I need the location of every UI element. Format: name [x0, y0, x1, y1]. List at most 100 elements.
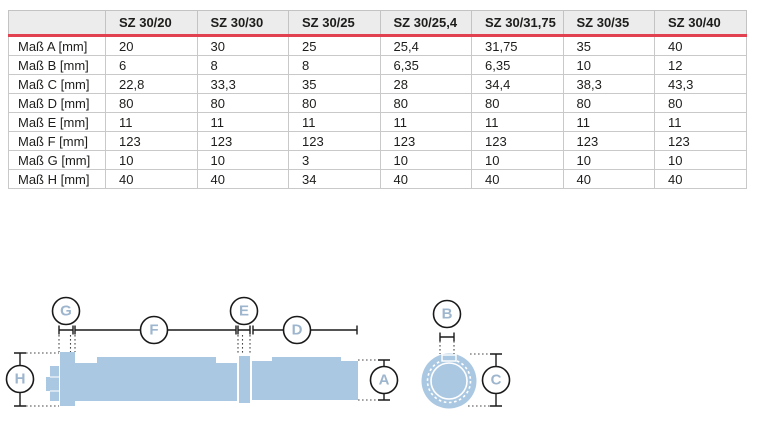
- value-cell: 123: [654, 131, 747, 151]
- dim-label-c: C: [491, 372, 502, 389]
- dim-label-f: F: [149, 322, 158, 339]
- row-label: Maß D [mm]: [8, 93, 106, 113]
- dim-label-h: H: [15, 371, 26, 388]
- value-cell: 10: [471, 150, 564, 170]
- table-row: Maß B [mm] 6 8 8 6,35 6,35 10 12: [8, 55, 747, 75]
- value-cell: 11: [471, 112, 564, 132]
- b-projection-lines: [439, 341, 455, 354]
- value-cell: 34: [288, 169, 381, 189]
- row-label: Maß B [mm]: [8, 55, 106, 75]
- left-body-shape: [75, 363, 237, 401]
- column-header: SZ 30/40: [654, 10, 747, 37]
- center-collar-shape: [239, 356, 250, 403]
- value-cell: 11: [196, 112, 289, 132]
- dim-label-a: A: [379, 372, 390, 389]
- value-cell: 20: [105, 35, 198, 56]
- row-label: Maß F [mm]: [8, 131, 106, 151]
- flange-shape: [60, 352, 75, 406]
- column-header: SZ 30/25,4: [379, 10, 472, 37]
- value-cell: 10: [379, 150, 472, 170]
- table-row: Maß F [mm] 123 123 123 123 123 123 123: [8, 131, 747, 151]
- value-cell: 30: [196, 35, 289, 56]
- table-row: Maß E [mm] 11 11 11 11 11 11 11: [8, 112, 747, 132]
- end-view-key-notch: [441, 354, 457, 362]
- row-label: Maß E [mm]: [8, 112, 106, 132]
- value-cell: 123: [105, 131, 198, 151]
- value-cell: 80: [562, 93, 655, 113]
- column-header: SZ 30/30: [196, 10, 289, 37]
- value-cell: 40: [654, 35, 747, 56]
- value-cell: 123: [562, 131, 655, 151]
- value-cell: 3: [288, 150, 381, 170]
- value-cell: 8: [196, 55, 289, 75]
- value-cell: 38,3: [562, 74, 655, 94]
- value-cell: 25,4: [379, 35, 472, 56]
- table-corner-cell: [8, 10, 106, 37]
- value-cell: 35: [562, 35, 655, 56]
- value-cell: 40: [196, 169, 289, 189]
- dimension-label-circles: G F E D H A B C: [5, 296, 511, 395]
- column-header: SZ 30/20: [105, 10, 198, 37]
- table-body: Maß A [mm] 20 30 25 25,4 31,75 35 40 Maß B [mm] 6…: [8, 35, 747, 189]
- right-body-shape: [252, 361, 358, 400]
- row-label: Maß C [mm]: [8, 74, 106, 94]
- right-body-lip-shape: [272, 357, 341, 363]
- value-cell: 11: [288, 112, 381, 132]
- value-cell: 6,35: [471, 55, 564, 75]
- dim-circle-d: [282, 315, 312, 345]
- value-cell: 40: [471, 169, 564, 189]
- value-cell: 12: [654, 55, 747, 75]
- cylinder-dimension-diagram: G F E D H A B C: [5, 296, 511, 409]
- value-cell: 123: [196, 131, 289, 151]
- value-cell: 31,75: [471, 35, 564, 56]
- value-cell: 40: [105, 169, 198, 189]
- table-row: Maß H [mm] 40 40 34 40 40 40 40: [8, 169, 747, 189]
- e-projection-lines: [237, 335, 251, 355]
- projection-lines: [26, 335, 490, 407]
- dim-circle-f: [139, 315, 169, 345]
- value-cell: 11: [654, 112, 747, 132]
- value-cell: 40: [562, 169, 655, 189]
- rod-nut-shape: [46, 366, 59, 401]
- dim-label-d: D: [292, 322, 303, 339]
- value-cell: 11: [379, 112, 472, 132]
- dim-circle-h: [5, 364, 35, 394]
- value-cell: 40: [379, 169, 472, 189]
- value-cell: 11: [562, 112, 655, 132]
- h-projection-lines: [26, 352, 59, 407]
- value-cell: 123: [288, 131, 381, 151]
- table-row: Maß G [mm] 10 10 3 10 10 10 10: [8, 150, 747, 170]
- value-cell: 123: [471, 131, 564, 151]
- value-cell: 10: [654, 150, 747, 170]
- row-label: Maß A [mm]: [8, 35, 106, 56]
- value-cell: 43,3: [654, 74, 747, 94]
- dim-segment-e: [237, 325, 251, 335]
- dim-segment-b: [439, 332, 455, 342]
- end-view-inner-ring: [430, 362, 468, 400]
- value-cell: 80: [288, 93, 381, 113]
- cylinder-side-view: [46, 352, 358, 406]
- value-cell: 11: [105, 112, 198, 132]
- value-cell: 10: [196, 150, 289, 170]
- value-cell: 22,8: [105, 74, 198, 94]
- value-cell: 28: [379, 74, 472, 94]
- cylinder-end-view: [421, 353, 477, 409]
- value-cell: 33,3: [196, 74, 289, 94]
- dim-circle-b: [432, 299, 462, 329]
- g-projection-lines: [58, 335, 76, 352]
- value-cell: 10: [562, 150, 655, 170]
- column-header: SZ 30/35: [562, 10, 655, 37]
- dim-circle-c: [481, 365, 511, 395]
- dim-segment-g: [58, 325, 74, 335]
- value-cell: 80: [379, 93, 472, 113]
- value-cell: 10: [105, 150, 198, 170]
- value-cell: 6: [105, 55, 198, 75]
- column-header: SZ 30/31,75: [471, 10, 564, 37]
- value-cell: 80: [105, 93, 198, 113]
- table-header-row: SZ 30/20 SZ 30/30 SZ 30/25 SZ 30/25,4 SZ 30/…: [8, 10, 747, 37]
- row-label: Maß H [mm]: [8, 169, 106, 189]
- table-row: Maß A [mm] 20 30 25 25,4 31,75 35 40: [8, 35, 747, 56]
- value-cell: 25: [288, 35, 381, 56]
- value-cell: 10: [562, 55, 655, 75]
- value-cell: 6,35: [379, 55, 472, 75]
